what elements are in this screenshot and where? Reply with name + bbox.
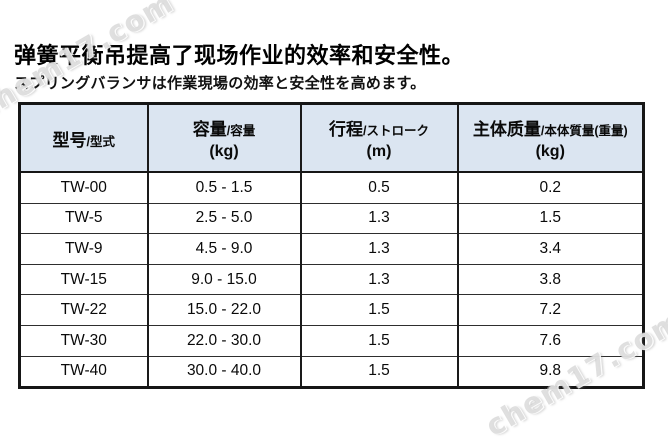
cell-capacity: 15.0 - 22.0 <box>146 294 302 326</box>
col-header-weight-unit: (kg) <box>535 143 565 160</box>
cell-capacity: 22.0 - 30.0 <box>146 324 302 357</box>
cell-stroke: 1.3 <box>299 202 459 235</box>
cell-weight: 7.6 <box>456 324 645 357</box>
cell-stroke: 1.5 <box>299 294 459 326</box>
cell-model: TW-22 <box>18 294 149 326</box>
cell-stroke: 1.3 <box>299 263 459 296</box>
col-header-weight-main: 主体质量 <box>472 120 541 139</box>
cell-model: TW-30 <box>18 324 149 357</box>
cell-weight: 7.2 <box>456 294 645 326</box>
cell-stroke: 1.5 <box>299 324 459 357</box>
spec-table-body: TW-00 0.5 - 1.5 0.5 0.2 TW-5 2.5 - 5.0 1… <box>18 171 645 389</box>
col-header-model-sub: /型式 <box>86 134 115 149</box>
cell-model: TW-00 <box>18 171 149 204</box>
table-row: TW-40 30.0 - 40.0 1.5 9.8 <box>18 355 645 389</box>
spec-table: 型号/型式 容量/容量 (kg) 行程/ストローク (m) 主体质量/本体質量(… <box>18 102 645 390</box>
cell-stroke: 0.5 <box>299 171 459 204</box>
cell-model: TW-40 <box>18 355 149 389</box>
col-header-model: 型号/型式 <box>18 103 149 173</box>
table-row: TW-00 0.5 - 1.5 0.5 0.2 <box>18 171 645 204</box>
col-header-stroke: 行程/ストローク (m) <box>299 103 459 173</box>
table-row: TW-15 9.0 - 15.0 1.3 3.8 <box>18 263 645 296</box>
cell-model: TW-15 <box>18 263 149 296</box>
cell-weight: 1.5 <box>456 202 645 235</box>
table-row: TW-22 15.0 - 22.0 1.5 7.2 <box>18 294 645 326</box>
page-subtitle: スプリングバランサは作業現場の効率と安全性を高めます。 <box>14 75 426 92</box>
cell-stroke: 1.3 <box>299 233 459 265</box>
cell-model: TW-5 <box>18 202 149 235</box>
cell-capacity: 2.5 - 5.0 <box>146 202 302 235</box>
cell-capacity: 4.5 - 9.0 <box>146 233 302 265</box>
col-header-weight: 主体质量/本体質量(重量) (kg) <box>456 103 645 173</box>
col-header-capacity-unit: (kg) <box>209 143 239 160</box>
cell-capacity: 30.0 - 40.0 <box>146 355 302 389</box>
page-title: 弹簧平衡吊提高了现场作业的效率和安全性。 <box>14 43 465 68</box>
cell-model: TW-9 <box>18 233 149 265</box>
col-header-capacity-sub: /容量 <box>226 124 256 138</box>
spec-table-header: 型号/型式 容量/容量 (kg) 行程/ストローク (m) 主体质量/本体質量(… <box>18 103 645 173</box>
col-header-capacity: 容量/容量 (kg) <box>146 103 302 173</box>
header-row: 型号/型式 容量/容量 (kg) 行程/ストローク (m) 主体质量/本体質量(… <box>18 103 645 173</box>
cell-weight: 3.8 <box>456 263 645 296</box>
cell-weight: 9.8 <box>456 355 645 389</box>
cell-capacity: 9.0 - 15.0 <box>146 263 302 296</box>
cell-weight: 0.2 <box>456 171 645 204</box>
col-header-stroke-sub: /ストローク <box>363 124 429 138</box>
col-header-stroke-unit: (m) <box>366 143 392 160</box>
cell-stroke: 1.5 <box>299 355 459 389</box>
table-row: TW-30 22.0 - 30.0 1.5 7.6 <box>18 324 645 357</box>
table-row: TW-9 4.5 - 9.0 1.3 3.4 <box>18 233 645 265</box>
cell-capacity: 0.5 - 1.5 <box>146 171 302 204</box>
table-row: TW-5 2.5 - 5.0 1.3 1.5 <box>18 202 645 235</box>
col-header-model-main: 型号 <box>52 130 87 150</box>
cell-weight: 3.4 <box>456 233 645 265</box>
col-header-capacity-main: 容量 <box>192 120 227 139</box>
col-header-weight-sub: /本体質量(重量) <box>540 124 628 138</box>
col-header-stroke-main: 行程 <box>329 120 363 139</box>
